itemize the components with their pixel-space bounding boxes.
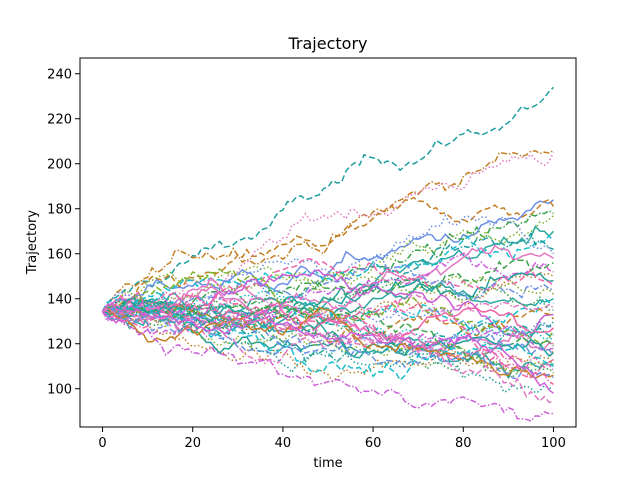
trajectory-series-line xyxy=(102,271,554,336)
x-tick-label: 0 xyxy=(98,436,106,451)
x-tick-label: 60 xyxy=(365,436,382,451)
trajectory-series-line xyxy=(102,306,554,380)
x-tick-label: 80 xyxy=(455,436,472,451)
x-tick-label: 100 xyxy=(541,436,566,451)
trajectory-series-line xyxy=(102,296,554,385)
trajectory-series-line xyxy=(102,235,555,320)
trajectory-series-line xyxy=(102,298,554,352)
trajectory-series-line xyxy=(102,305,555,357)
trajectory-series-line xyxy=(101,149,554,312)
trajectory-series-line xyxy=(101,310,555,379)
trajectory-series-line xyxy=(101,291,554,332)
plot-frame xyxy=(79,57,577,428)
trajectory-series-line xyxy=(102,301,554,363)
trajectory-series-line xyxy=(102,244,554,318)
trajectory-series-line xyxy=(102,304,555,360)
trajectory-series-line xyxy=(101,302,554,394)
series-layer xyxy=(101,86,555,422)
trajectory-series-line xyxy=(102,301,555,378)
trajectory-series-line xyxy=(102,196,555,312)
trajectory-series-line xyxy=(101,259,554,318)
chart-title: Trajectory xyxy=(288,34,368,53)
y-tick-label: 220 xyxy=(47,112,72,127)
trajectory-series-line xyxy=(102,214,555,317)
trajectory-series-line xyxy=(101,286,554,350)
y-tick-label: 160 xyxy=(47,247,72,262)
x-axis-label: time xyxy=(313,456,342,471)
y-tick-label: 200 xyxy=(47,157,72,172)
x-axis: 0 20 40 60 80 100 xyxy=(98,427,566,451)
trajectory-series-line xyxy=(102,152,555,312)
trajectory-series-line xyxy=(101,86,555,312)
y-tick-label: 240 xyxy=(47,67,72,82)
trajectory-series-line xyxy=(102,308,554,404)
trajectory-series-line xyxy=(101,256,554,325)
y-tick-label: 120 xyxy=(47,337,72,352)
trajectory-series-line xyxy=(102,305,555,352)
x-tick-label: 40 xyxy=(275,436,292,451)
y-axis-label: Trajectory xyxy=(25,210,40,275)
trajectory-series-line xyxy=(102,199,554,313)
trajectory-series-line xyxy=(101,252,554,336)
plot-area xyxy=(101,86,555,422)
x-tick-label: 20 xyxy=(184,436,201,451)
trajectory-series-line xyxy=(102,307,554,380)
trajectory-series-line xyxy=(102,290,554,369)
y-tick-label: 140 xyxy=(47,292,72,307)
y-axis: 100 120 140 160 180 200 220 240 xyxy=(47,67,80,397)
trajectory-series-line xyxy=(102,309,555,383)
y-tick-label: 180 xyxy=(47,202,72,217)
y-tick-label: 100 xyxy=(47,382,72,397)
trajectory-series-line xyxy=(101,310,554,422)
